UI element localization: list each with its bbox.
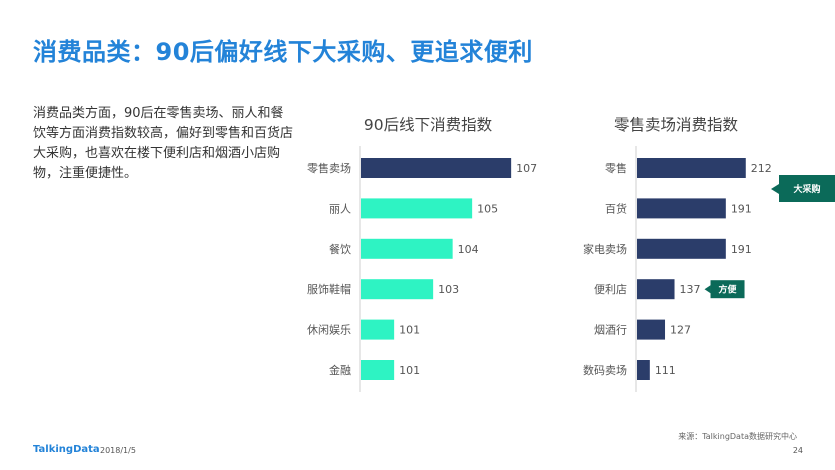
offline-category-label: 休闲娱乐 bbox=[307, 323, 351, 337]
retail-category-label: 数码卖场 bbox=[583, 363, 627, 377]
retail-callout-pointer bbox=[704, 285, 711, 294]
retail-callout-box bbox=[710, 280, 745, 299]
retail-callout-pointer bbox=[771, 184, 779, 194]
offline-category-label: 服饰鞋帽 bbox=[307, 282, 351, 296]
retail-consumption-chart: 零售卖场消费指数零售 212 百货 191 家电卖场 191 便利店 137 烟酒行 127 数码卖… bbox=[566, 0, 835, 400]
offline-value-label: 105 bbox=[477, 202, 498, 215]
retail-value-label: 137 bbox=[680, 283, 701, 296]
source-note: 来源：TalkingData数据研究中心 bbox=[678, 432, 797, 441]
offline-bar bbox=[361, 360, 395, 380]
retail-category-label: 零售 bbox=[605, 161, 627, 175]
retail-callout-box bbox=[779, 175, 835, 202]
offline-bar bbox=[361, 238, 453, 259]
offline-value-label: 107 bbox=[516, 162, 537, 175]
retail-bar bbox=[637, 158, 746, 178]
retail-callout-text: 方便 bbox=[719, 284, 738, 296]
retail-category-label: 烟酒行 bbox=[594, 323, 627, 337]
offline-category-label: 丽人 bbox=[329, 202, 351, 215]
retail-bar bbox=[637, 319, 666, 340]
retail-bar bbox=[637, 238, 726, 259]
retail-value-label: 212 bbox=[751, 162, 772, 175]
retail-bar bbox=[637, 360, 650, 380]
offline-category-label: 零售卖场 bbox=[307, 161, 351, 175]
offline-category-label: 金融 bbox=[329, 363, 351, 377]
retail-bar bbox=[637, 198, 726, 219]
offline-value-label: 104 bbox=[458, 243, 479, 256]
offline-value-label: 101 bbox=[399, 364, 420, 377]
retail-chart-title: 零售卖场消费指数 bbox=[614, 116, 739, 134]
retail-value-label: 191 bbox=[731, 202, 752, 215]
page-number: 24 bbox=[792, 446, 803, 455]
offline-bar bbox=[361, 319, 395, 340]
retail-category-label: 家电卖场 bbox=[583, 242, 627, 256]
description-text: 消费品类方面，90后在零售卖场、丽人和餐饮等方面消费指数较高，偏好到零售和百货店… bbox=[33, 106, 294, 181]
retail-value-label: 111 bbox=[655, 364, 676, 377]
footer-date: 2018/1/5 bbox=[100, 446, 136, 455]
retail-value-label: 127 bbox=[670, 324, 691, 337]
offline-bar bbox=[361, 158, 512, 178]
retail-category-label: 便利店 bbox=[594, 282, 627, 296]
offline-chart-title: 90后线下消费指数 bbox=[364, 116, 493, 134]
retail-value-label: 191 bbox=[731, 243, 752, 256]
offline-consumption-chart: 90后线下消费指数零售卖场 107 丽人 105 餐饮 104 服饰鞋帽 103 休闲娱乐 101… bbox=[298, 0, 558, 400]
talkingdata-logo: TalkingData bbox=[33, 444, 100, 455]
offline-bar bbox=[361, 279, 434, 300]
retail-bar bbox=[637, 279, 675, 300]
offline-bar bbox=[361, 198, 473, 219]
offline-value-label: 101 bbox=[399, 324, 420, 337]
retail-callout-text: 大采购 bbox=[793, 183, 820, 195]
retail-category-label: 百货 bbox=[605, 201, 627, 215]
page-title: 消费品类：90后偏好线下大采购、更追求便利 bbox=[33, 38, 533, 66]
offline-value-label: 103 bbox=[438, 283, 459, 296]
offline-category-label: 餐饮 bbox=[329, 242, 351, 256]
